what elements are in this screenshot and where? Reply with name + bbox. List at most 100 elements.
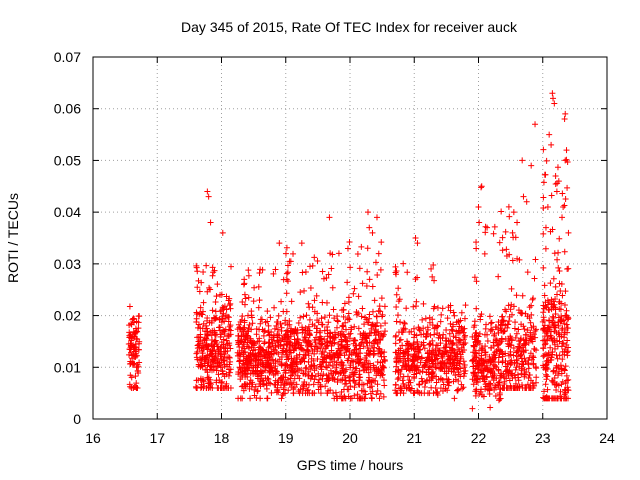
data-point	[298, 358, 305, 365]
data-point	[506, 367, 513, 374]
data-point	[455, 330, 462, 337]
data-point	[350, 340, 357, 347]
data-point	[219, 315, 226, 322]
data-point	[270, 270, 277, 277]
data-point	[278, 395, 285, 402]
data-point	[415, 350, 422, 357]
data-point	[321, 327, 328, 334]
data-point	[213, 314, 220, 321]
data-point	[448, 326, 455, 333]
data-point	[360, 361, 367, 368]
data-point	[240, 351, 247, 358]
data-point	[222, 383, 229, 390]
data-point	[220, 348, 227, 355]
data-point	[356, 265, 363, 272]
data-point	[492, 393, 499, 400]
data-point	[358, 243, 365, 250]
data-point	[543, 330, 550, 337]
data-point	[333, 324, 340, 331]
data-point	[198, 344, 205, 351]
data-point	[223, 312, 230, 319]
data-point	[248, 344, 255, 351]
data-point	[293, 381, 300, 388]
data-point	[455, 338, 462, 345]
data-point	[541, 171, 548, 178]
data-point	[267, 357, 274, 364]
data-point	[297, 314, 304, 321]
data-point	[316, 376, 323, 383]
data-point	[499, 313, 506, 320]
data-point	[429, 358, 436, 365]
data-point	[436, 347, 443, 354]
data-point	[254, 338, 261, 345]
data-point	[377, 322, 384, 329]
data-point	[204, 188, 211, 195]
data-point	[238, 333, 245, 340]
data-point	[454, 366, 461, 373]
data-point	[446, 330, 453, 337]
data-point	[363, 282, 370, 289]
data-point	[330, 390, 337, 397]
data-point	[334, 318, 341, 325]
data-point	[562, 157, 569, 164]
data-point	[338, 328, 345, 335]
data-point	[508, 371, 515, 378]
data-point	[472, 392, 479, 399]
data-point	[262, 319, 269, 326]
data-point	[512, 366, 519, 373]
data-point	[302, 337, 309, 344]
data-point	[392, 332, 399, 339]
data-point	[473, 305, 480, 312]
data-point	[360, 332, 367, 339]
data-point	[226, 302, 233, 309]
data-point	[469, 405, 476, 412]
data-point	[501, 327, 508, 334]
data-point	[296, 351, 303, 358]
data-point	[476, 361, 483, 368]
data-point	[318, 335, 325, 342]
data-point	[524, 381, 531, 388]
data-point	[240, 387, 247, 394]
data-point	[540, 353, 547, 360]
data-point	[261, 351, 268, 358]
chart-title: Day 345 of 2015, Rate Of TEC Index for r…	[181, 19, 518, 35]
data-point	[371, 297, 378, 304]
data-point	[432, 356, 439, 363]
data-point	[309, 372, 316, 379]
data-point	[413, 332, 420, 339]
data-point	[211, 330, 218, 337]
data-point	[440, 381, 447, 388]
data-point	[227, 322, 234, 329]
data-point	[402, 342, 409, 349]
data-point	[551, 250, 558, 257]
data-point	[361, 314, 368, 321]
data-point	[355, 359, 362, 366]
data-point	[540, 264, 547, 271]
data-point	[299, 382, 306, 389]
data-point	[376, 395, 383, 402]
data-point	[499, 321, 506, 328]
data-point	[393, 291, 400, 298]
data-point	[416, 381, 423, 388]
data-point	[228, 263, 235, 270]
data-point	[335, 250, 342, 257]
data-point	[442, 337, 449, 344]
data-point	[521, 366, 528, 373]
data-point	[380, 377, 387, 384]
data-point	[374, 358, 381, 365]
data-point	[193, 310, 200, 317]
data-point	[445, 376, 452, 383]
data-point	[392, 263, 399, 270]
data-point	[359, 381, 366, 388]
data-point	[369, 308, 376, 315]
data-point	[375, 250, 382, 257]
data-point	[288, 298, 295, 305]
data-point	[332, 334, 339, 341]
data-point	[547, 344, 554, 351]
data-point	[528, 324, 535, 331]
data-point	[515, 384, 522, 391]
y-axis-label: ROTI / TECUs	[5, 193, 21, 283]
data-point	[531, 345, 538, 352]
data-point	[208, 340, 215, 347]
data-point	[490, 342, 497, 349]
